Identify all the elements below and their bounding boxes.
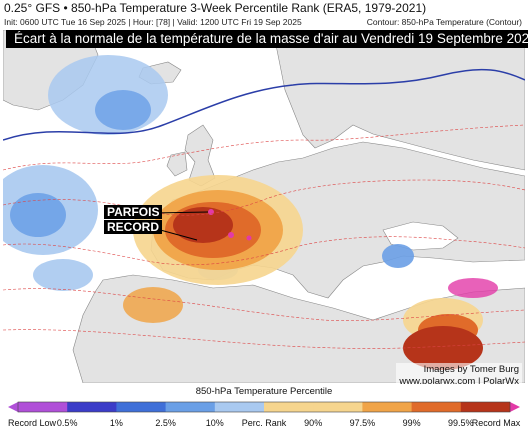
run-info: Init: 0600 UTC Tue 16 Sep 2025 | Hour: [… bbox=[4, 17, 302, 27]
cool-anomaly-atlantic-core bbox=[10, 193, 66, 237]
warm-anomaly-record bbox=[173, 207, 233, 243]
colorbar-segment bbox=[214, 402, 265, 412]
ireland-land bbox=[166, 151, 188, 177]
legend-tick-label: Perc. Rank bbox=[241, 418, 287, 428]
colorbar-segment bbox=[165, 402, 216, 412]
legend-tick-label: Record Max bbox=[471, 418, 521, 428]
credit-website: www.polarwx.com | PolarWx bbox=[399, 376, 519, 387]
colorbar-segment bbox=[67, 402, 117, 412]
legend-tick-label: 97.5% bbox=[349, 418, 376, 428]
colorbar-segment bbox=[313, 402, 363, 412]
colorbar bbox=[8, 401, 520, 413]
record-point-2 bbox=[228, 232, 234, 238]
legend-tick-label: 90% bbox=[304, 418, 323, 428]
legend-tick-label: 10% bbox=[205, 418, 224, 428]
colorbar-segment bbox=[362, 402, 413, 412]
record-point-1 bbox=[208, 209, 214, 215]
scandinavia-land bbox=[272, 30, 525, 171]
record-max-iran bbox=[448, 278, 498, 298]
cool-anomaly-west bbox=[33, 259, 93, 291]
legend-tick-label: 99.5% bbox=[448, 418, 474, 428]
contour-red-1 bbox=[3, 124, 525, 171]
contour-red-2 bbox=[3, 179, 525, 216]
credit-author: Images by Tomer Burg bbox=[423, 364, 519, 375]
colorbar-segment bbox=[116, 402, 167, 412]
colorbar-legend: 850-hPa Temperature Percentile Record Lo… bbox=[0, 384, 528, 436]
colorbar-arrow-left bbox=[8, 402, 18, 412]
map-title: 0.25° GFS • 850-hPa Temperature 3-Week P… bbox=[4, 1, 427, 15]
contour-red-3 bbox=[3, 236, 525, 266]
legend-title: 850-hPa Temperature Percentile bbox=[195, 386, 333, 397]
callout-record: RECORD bbox=[104, 220, 163, 234]
callout-parfois: PARFOIS bbox=[104, 205, 163, 219]
legend-tick-label: 99% bbox=[402, 418, 421, 428]
legend-tick-label: 0.5% bbox=[56, 418, 78, 428]
colorbar-outline bbox=[17, 401, 511, 413]
record-point-3 bbox=[246, 235, 252, 241]
contour-bold-blue bbox=[3, 68, 525, 141]
warm-anomaly-arabia bbox=[403, 326, 483, 370]
header: 0.25° GFS • 850-hPa Temperature 3-Week P… bbox=[0, 0, 528, 30]
colorbar-segment bbox=[18, 402, 68, 412]
legend-tick-label: Record Low bbox=[7, 418, 57, 428]
colorbar-segment bbox=[411, 402, 462, 412]
warm-anomaly-nafrica bbox=[123, 287, 183, 323]
cool-anomaly-turkey bbox=[382, 244, 414, 268]
legend-tick-label: 1% bbox=[109, 418, 123, 428]
contour-red-4 bbox=[3, 288, 525, 321]
legend-tick-label: 2.5% bbox=[155, 418, 176, 428]
colorbar-arrow-right bbox=[510, 402, 520, 412]
colorbar-segment bbox=[460, 402, 511, 412]
contour-red-5 bbox=[3, 329, 525, 349]
map-area bbox=[3, 30, 525, 383]
contour-note: Contour: 850-hPa Temperature (Contour) bbox=[366, 17, 522, 27]
french-caption-banner: Écart à la normale de la température de … bbox=[6, 30, 528, 48]
cool-anomaly-north-core bbox=[95, 90, 151, 130]
colorbar-segment bbox=[264, 402, 314, 412]
map-svg bbox=[3, 30, 525, 383]
